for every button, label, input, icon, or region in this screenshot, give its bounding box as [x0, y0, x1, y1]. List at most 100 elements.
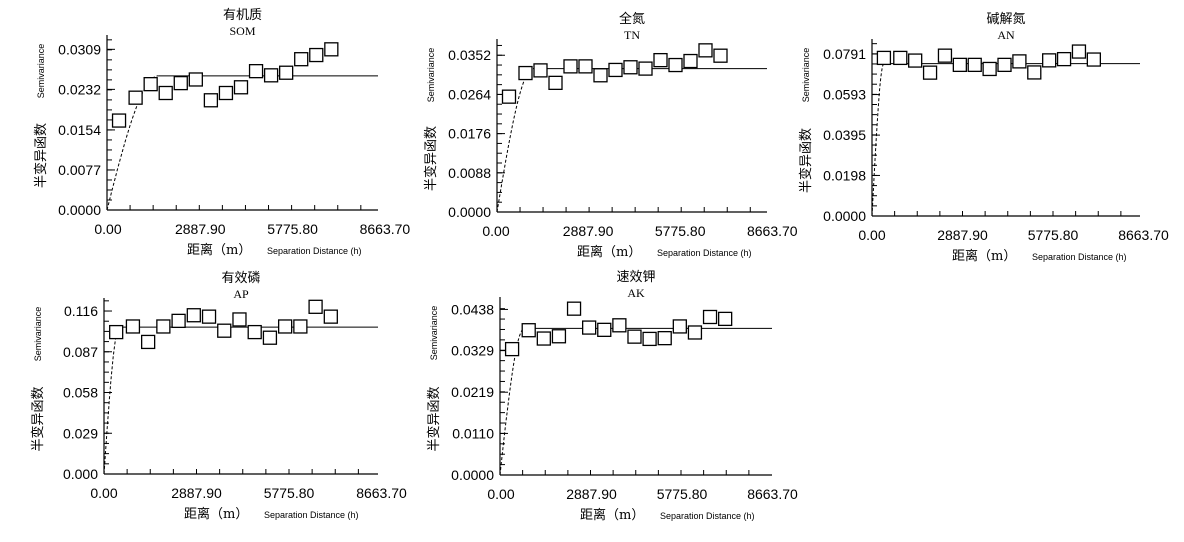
data-point — [247, 324, 262, 340]
data-point — [293, 319, 308, 334]
y-tick-label: 0.0000 — [451, 467, 494, 483]
data-point — [937, 48, 953, 63]
chart-subtitle: TN — [624, 28, 640, 42]
model-curve — [499, 327, 525, 476]
data-point — [551, 329, 567, 344]
data-point — [128, 90, 143, 105]
y-tick-label: 0.0352 — [448, 47, 491, 63]
y-tick-label: 0.0198 — [823, 167, 866, 183]
data-point — [563, 59, 578, 74]
y-axis-label-en: Semivariance — [801, 48, 811, 103]
chart-title: 碱解氮 — [986, 12, 1025, 27]
y-tick-label: 0.0000 — [448, 204, 491, 220]
chart-subtitle: AP — [233, 287, 249, 301]
y-tick-label: 0.0154 — [58, 122, 101, 138]
data-point — [232, 312, 247, 327]
data-point — [657, 331, 672, 346]
x-tick-label: 5775.80 — [264, 485, 315, 501]
data-point — [277, 319, 293, 334]
x-tick-label: 8663.70 — [356, 485, 407, 501]
x-tick-label: 5775.80 — [267, 221, 318, 237]
data-point — [279, 65, 294, 80]
chart-subtitle: AK — [627, 286, 645, 300]
data-point — [608, 62, 623, 78]
y-tick-label: 0.0176 — [448, 126, 491, 142]
data-point — [597, 322, 612, 337]
data-point — [566, 301, 582, 316]
x-axis-label-cn: 距离（m） — [952, 248, 1016, 264]
y-axis-label-en: Semivariance — [429, 306, 439, 361]
x-tick-label: 2887.90 — [937, 227, 988, 243]
y-tick-label: 0.0219 — [451, 384, 494, 400]
data-point — [1012, 54, 1027, 69]
x-tick-label: 5775.80 — [1028, 227, 1079, 243]
data-point — [683, 53, 698, 69]
data-point — [323, 309, 338, 324]
x-tick-label: 0.00 — [487, 486, 514, 502]
data-point — [109, 324, 124, 340]
data-point — [533, 63, 548, 78]
y-tick-label: 0.0791 — [823, 46, 866, 62]
y-axis-label-en: Semivariance — [33, 307, 43, 362]
model-curve — [871, 63, 885, 217]
data-point — [171, 313, 186, 329]
y-axis-label-en: Semivariance — [36, 44, 46, 99]
data-point — [642, 331, 657, 347]
y-tick-label: 0.0329 — [451, 343, 494, 359]
data-point — [263, 68, 279, 83]
y-tick-label: 0.029 — [63, 425, 98, 441]
data-point — [173, 75, 188, 91]
data-point — [967, 57, 982, 73]
chart-subtitle: AN — [997, 28, 1015, 42]
y-axis-label-cn: 半变异函数 — [423, 126, 439, 191]
data-point — [952, 57, 967, 73]
y-tick-label: 0.0110 — [452, 425, 494, 441]
y-tick-label: 0.0593 — [823, 87, 866, 103]
data-point — [201, 309, 217, 324]
data-point — [1027, 65, 1042, 80]
data-point — [518, 65, 533, 81]
data-point — [501, 89, 517, 104]
data-point — [218, 85, 234, 101]
chart-panel-ap: 0.000 0.029 0.058 0.087 0.116 0.00 2887.90 5775… — [30, 271, 407, 522]
data-point — [582, 320, 597, 335]
x-tick-label: 5775.80 — [657, 486, 708, 502]
data-point — [140, 334, 156, 350]
data-point — [233, 80, 249, 95]
data-point — [111, 113, 127, 128]
chart-panel-ak: 0.0000 0.0110 0.0219 0.0329 0.0438 0.00 2887.9… — [426, 270, 798, 523]
data-point — [248, 64, 264, 79]
y-axis-label-en: Semivariance — [426, 48, 436, 103]
x-tick-label: 2887.90 — [563, 223, 614, 239]
data-point — [217, 323, 232, 338]
data-point — [702, 309, 718, 325]
x-tick-label: 2887.90 — [566, 486, 617, 502]
x-tick-label: 8663.70 — [747, 223, 798, 239]
chart-title: 全氮 — [619, 11, 645, 27]
x-axis-label-en: Separation Distance (h) — [1032, 252, 1127, 262]
y-tick-label: 0.0232 — [58, 81, 101, 97]
data-point — [504, 341, 520, 357]
data-point — [1042, 53, 1057, 68]
x-tick-label: 8663.70 — [1118, 227, 1169, 243]
data-point — [294, 52, 309, 67]
data-point — [156, 319, 171, 334]
y-tick-label: 0.116 — [64, 303, 98, 319]
data-point — [521, 323, 536, 338]
y-tick-label: 0.0000 — [823, 208, 866, 224]
x-tick-label: 0.00 — [90, 485, 117, 501]
x-axis-label-cn: 距离（m） — [187, 242, 251, 258]
x-axis-label-cn: 距离（m） — [580, 507, 644, 523]
data-point — [548, 75, 563, 91]
data-point — [262, 330, 278, 345]
data-point — [158, 85, 173, 101]
y-tick-label: 0.0077 — [58, 162, 101, 178]
x-tick-label: 5775.80 — [655, 223, 706, 239]
chart-subtitle: SOM — [229, 24, 255, 38]
x-tick-label: 0.00 — [94, 221, 121, 237]
data-point — [908, 53, 923, 68]
data-point — [623, 60, 638, 75]
chart-panel-tn: 0.0000 0.0088 0.0176 0.0264 0.0352 0.00 2887.9… — [423, 11, 798, 260]
data-point — [718, 311, 733, 327]
